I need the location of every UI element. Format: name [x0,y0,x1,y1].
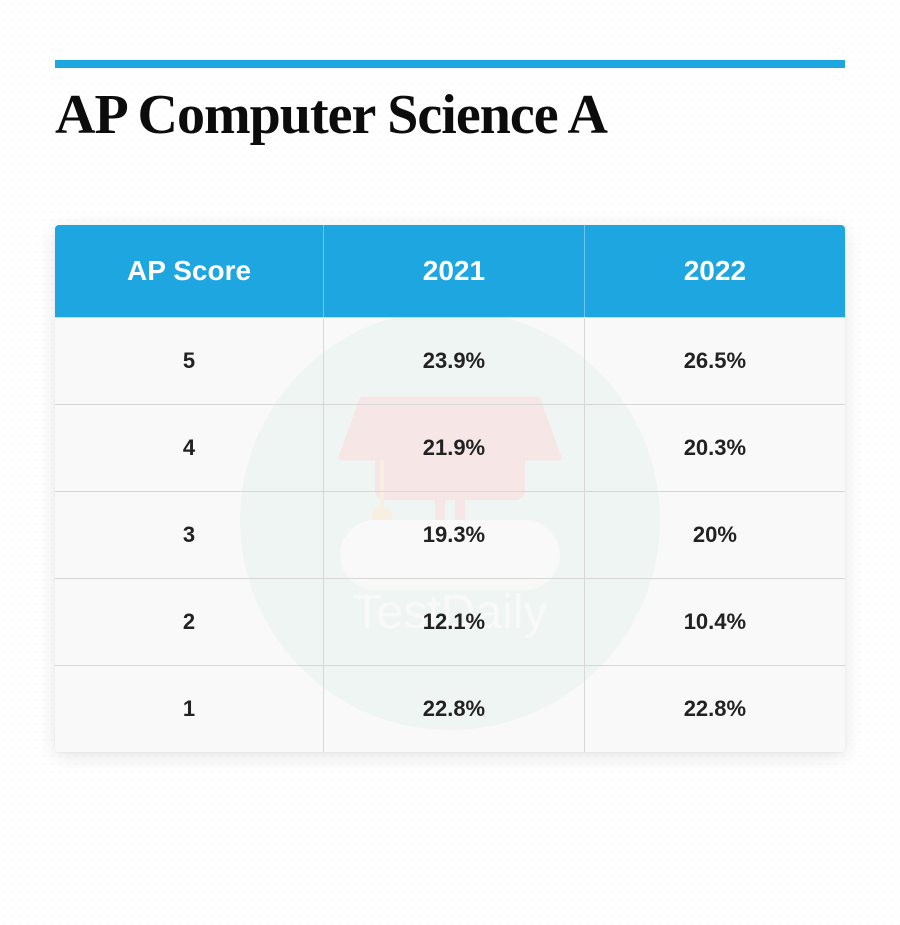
cell-2022: 26.5% [584,317,845,404]
cell-2021: 23.9% [324,317,585,404]
cell-2022: 20.3% [584,404,845,491]
cell-2022: 10.4% [584,578,845,665]
cell-score: 5 [55,317,324,404]
title-accent-bar [55,60,845,68]
page-container: AP Computer Science A AP Score 2021 2022… [0,0,900,792]
table-row: 5 23.9% 26.5% [55,317,845,404]
col-header-score: AP Score [55,225,324,318]
cell-2022: 20% [584,491,845,578]
cell-2021: 22.8% [324,665,585,752]
score-table-container: AP Score 2021 2022 5 23.9% 26.5% 4 21.9%… [55,225,845,752]
table-header-row: AP Score 2021 2022 [55,225,845,318]
table-row: 4 21.9% 20.3% [55,404,845,491]
cell-score: 2 [55,578,324,665]
cell-score: 3 [55,491,324,578]
cell-score: 1 [55,665,324,752]
cell-2021: 21.9% [324,404,585,491]
cell-2021: 12.1% [324,578,585,665]
table-row: 1 22.8% 22.8% [55,665,845,752]
cell-score: 4 [55,404,324,491]
col-header-2021: 2021 [324,225,585,318]
page-title: AP Computer Science A [55,86,845,145]
table-row: 2 12.1% 10.4% [55,578,845,665]
cell-2022: 22.8% [584,665,845,752]
col-header-2022: 2022 [584,225,845,318]
cell-2021: 19.3% [324,491,585,578]
score-table: AP Score 2021 2022 5 23.9% 26.5% 4 21.9%… [55,225,845,752]
table-row: 3 19.3% 20% [55,491,845,578]
